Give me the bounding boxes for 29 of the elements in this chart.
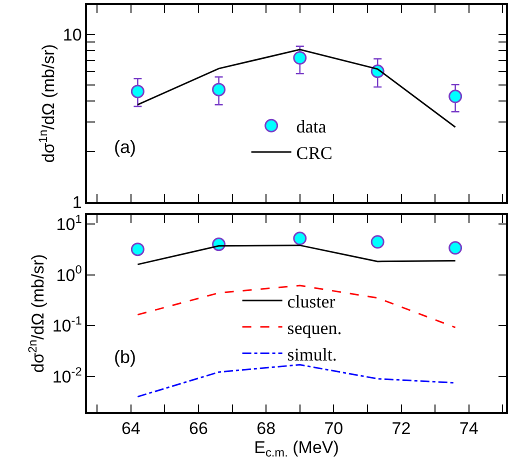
- point: [130, 84, 144, 98]
- point: [130, 242, 144, 256]
- point: [370, 235, 384, 249]
- x-tick-label: 68: [256, 419, 276, 438]
- point: [448, 241, 462, 255]
- annotation: (b): [114, 347, 136, 367]
- point: [212, 82, 226, 96]
- annotation: (a): [114, 137, 136, 157]
- x-tick-label: 74: [459, 419, 478, 438]
- point: [448, 90, 462, 104]
- x-tick-label: 64: [121, 419, 140, 438]
- y-tick-label: 10$^{-1}$: [52, 313, 82, 336]
- legend-label: simult.: [287, 344, 337, 364]
- line-series: [136, 364, 456, 398]
- y-tick-label: 10: [62, 25, 82, 44]
- x-axis-title: E$_{c.m.}$ (MeV): [254, 438, 339, 460]
- legend-label: cluster: [287, 292, 336, 312]
- point: [293, 232, 307, 246]
- x-tick-label: 70: [324, 419, 344, 438]
- point: [293, 51, 307, 65]
- legend-label: data: [296, 116, 326, 137]
- y-tick-label: 10$^{0}$: [56, 262, 82, 285]
- y-tick-label: 1: [72, 192, 82, 212]
- x-tick-label: 66: [189, 419, 208, 438]
- legend-label: CRC: [296, 143, 332, 164]
- x-tick-label: 72: [392, 419, 411, 438]
- legend-label: sequen.: [287, 318, 342, 338]
- y-tick-label: 10$^{-2}$: [52, 364, 82, 386]
- y-tick-label: 10$^{1}$: [56, 212, 82, 234]
